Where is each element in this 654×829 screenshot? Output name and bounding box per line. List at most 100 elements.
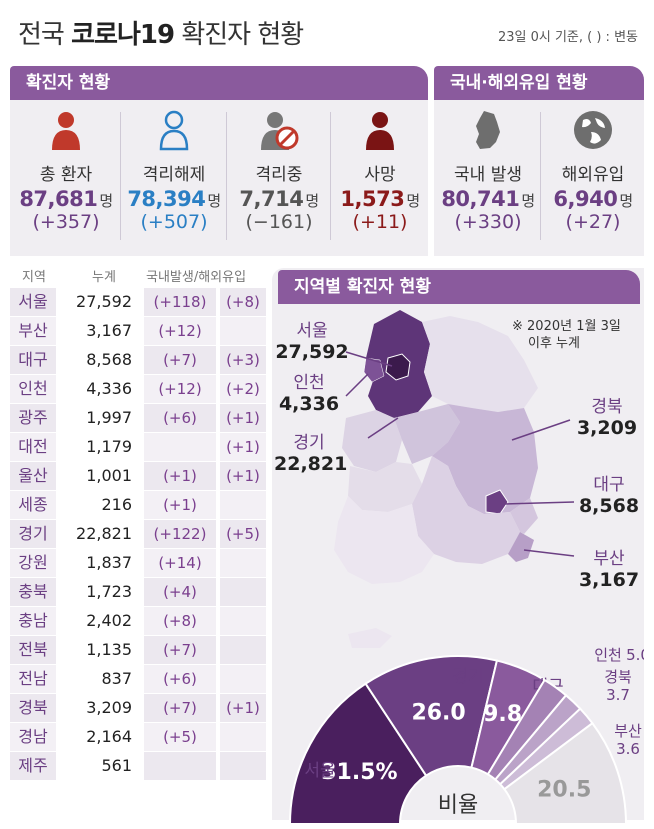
region-name: 서울 bbox=[10, 288, 56, 316]
region-total: 1,723 bbox=[60, 578, 140, 606]
region-name: 부산 bbox=[10, 317, 56, 345]
map-header: 지역별 확진자 현황 bbox=[278, 270, 640, 304]
person-blocked-icon bbox=[261, 112, 299, 150]
origin-header: 국내·해외유입 현황 bbox=[434, 66, 644, 100]
region-total: 1,837 bbox=[60, 549, 140, 577]
region-domestic: (+14) bbox=[144, 549, 216, 577]
table-row: 경기 22,821 (+122) (+5) bbox=[10, 520, 266, 549]
slice-value-label: 20.5 bbox=[537, 778, 591, 803]
map-region-daegu bbox=[485, 489, 509, 515]
map-region-jeju bbox=[348, 628, 392, 648]
region-overseas bbox=[220, 723, 266, 751]
slice-value-label: 5.0 bbox=[626, 646, 644, 664]
region-name: 충남 bbox=[10, 607, 56, 635]
stat-change: (+507) bbox=[140, 211, 208, 233]
stat-value: 7,714 bbox=[239, 187, 304, 211]
region-name: 경남 bbox=[10, 723, 56, 751]
region-total: 4,336 bbox=[60, 375, 140, 403]
map-region-gyeongnam bbox=[412, 456, 520, 564]
slice-1 bbox=[364, 655, 499, 777]
person-icon bbox=[52, 112, 80, 150]
slice-category-label: 인천 bbox=[594, 646, 622, 664]
globe-icon bbox=[574, 111, 612, 149]
slice-0 bbox=[288, 682, 428, 824]
region-domestic: (+6) bbox=[144, 404, 216, 432]
korea-region-map bbox=[334, 310, 575, 648]
divider bbox=[540, 112, 541, 240]
region-domestic: (+118) bbox=[144, 288, 216, 316]
region-domestic: (+5) bbox=[144, 723, 216, 751]
slice-value-label: 3.7 bbox=[606, 686, 630, 704]
region-domestic bbox=[144, 752, 216, 780]
map-region-incheon bbox=[363, 357, 385, 383]
region-overseas: (+1) bbox=[220, 462, 266, 490]
region-overseas bbox=[220, 491, 266, 519]
region-total: 8,568 bbox=[60, 346, 140, 374]
table-row: 대구 8,568 (+7) (+3) bbox=[10, 346, 266, 375]
table-row: 세종 216 (+1) bbox=[10, 491, 266, 520]
slice-category-label: 경북 bbox=[604, 668, 632, 686]
stat-domestic: 국내 발생 80,741 명 (+330) bbox=[436, 108, 540, 233]
stat-overseas: 해외유입 6,940 명 (+27) bbox=[542, 108, 644, 233]
region-total: 22,821 bbox=[60, 520, 140, 548]
callout-gyeonggi: 경기 22,821 bbox=[274, 433, 348, 475]
stat-value: 78,394 bbox=[127, 187, 206, 211]
region-name: 인천 bbox=[10, 375, 56, 403]
region-name: 광주 bbox=[10, 404, 56, 432]
region-total: 1,997 bbox=[60, 404, 140, 432]
region-domestic: (+122) bbox=[144, 520, 216, 548]
header-region: 지역 bbox=[22, 270, 46, 285]
region-total: 3,209 bbox=[60, 694, 140, 722]
region-total: 2,164 bbox=[60, 723, 140, 751]
region-name: 세종 bbox=[10, 491, 56, 519]
stat-isolated: 격리중 7,714 명 (−161) bbox=[228, 108, 330, 233]
stat-change: (−161) bbox=[245, 211, 313, 233]
slice-category-label: 경기 bbox=[452, 667, 483, 687]
divider bbox=[120, 112, 121, 240]
map-region-jeonnam bbox=[334, 496, 434, 584]
map-region-seoul bbox=[385, 353, 411, 381]
slice-category-label: 서울 bbox=[304, 761, 335, 781]
region-total: 837 bbox=[60, 665, 140, 693]
stat-value: 87,681 bbox=[19, 187, 98, 211]
table-row: 광주 1,997 (+6) (+1) bbox=[10, 404, 266, 433]
table-header: 지역 누계 국내발생/해외유입 bbox=[10, 262, 266, 288]
table-row: 전북 1,135 (+7) bbox=[10, 636, 266, 665]
region-domestic: (+7) bbox=[144, 694, 216, 722]
region-overseas bbox=[220, 607, 266, 635]
status-panel bbox=[10, 100, 428, 256]
region-overseas: (+8) bbox=[220, 288, 266, 316]
stat-released: 격리해제 78,394 명 (+507) bbox=[122, 108, 226, 233]
stat-total: 총 환자 87,681 명 (+357) bbox=[12, 108, 120, 233]
callout-daegu: 대구 8,568 bbox=[578, 475, 640, 517]
slice-value-label: 3.6 bbox=[616, 740, 640, 758]
table-row: 서울 27,592 (+118) (+8) bbox=[10, 288, 266, 317]
map-region-chungbuk bbox=[394, 404, 460, 464]
region-total: 3,167 bbox=[60, 317, 140, 345]
region-name: 경북 bbox=[10, 694, 56, 722]
person-outline-icon bbox=[159, 110, 189, 151]
table-row: 충북 1,723 (+4) bbox=[10, 578, 266, 607]
region-overseas: (+1) bbox=[220, 433, 266, 461]
region-total: 1,001 bbox=[60, 462, 140, 490]
basis-note: 23일 0시 기준, ( ) : 변동 bbox=[497, 30, 638, 45]
region-overseas bbox=[220, 665, 266, 693]
region-overseas bbox=[220, 752, 266, 780]
region-total: 2,402 bbox=[60, 607, 140, 635]
slice-value-label: 9.8 bbox=[483, 702, 522, 727]
region-overseas: (+3) bbox=[220, 346, 266, 374]
stat-change: (+330) bbox=[454, 211, 522, 233]
table-body: 서울 27,592 (+118) (+8) 부산 3,167 (+12) 대구 8,568 (+7… bbox=[10, 288, 266, 781]
region-total: 27,592 bbox=[60, 288, 140, 316]
region-total: 216 bbox=[60, 491, 140, 519]
page-title: 전국 코로나19 확진자 현황 bbox=[18, 20, 304, 50]
region-domestic: (+1) bbox=[144, 462, 216, 490]
region-domestic bbox=[144, 433, 216, 461]
region-name: 전남 bbox=[10, 665, 56, 693]
region-overseas: (+2) bbox=[220, 375, 266, 403]
region-domestic: (+1) bbox=[144, 491, 216, 519]
table-row: 부산 3,167 (+12) bbox=[10, 317, 266, 346]
table-row: 충남 2,402 (+8) bbox=[10, 607, 266, 636]
